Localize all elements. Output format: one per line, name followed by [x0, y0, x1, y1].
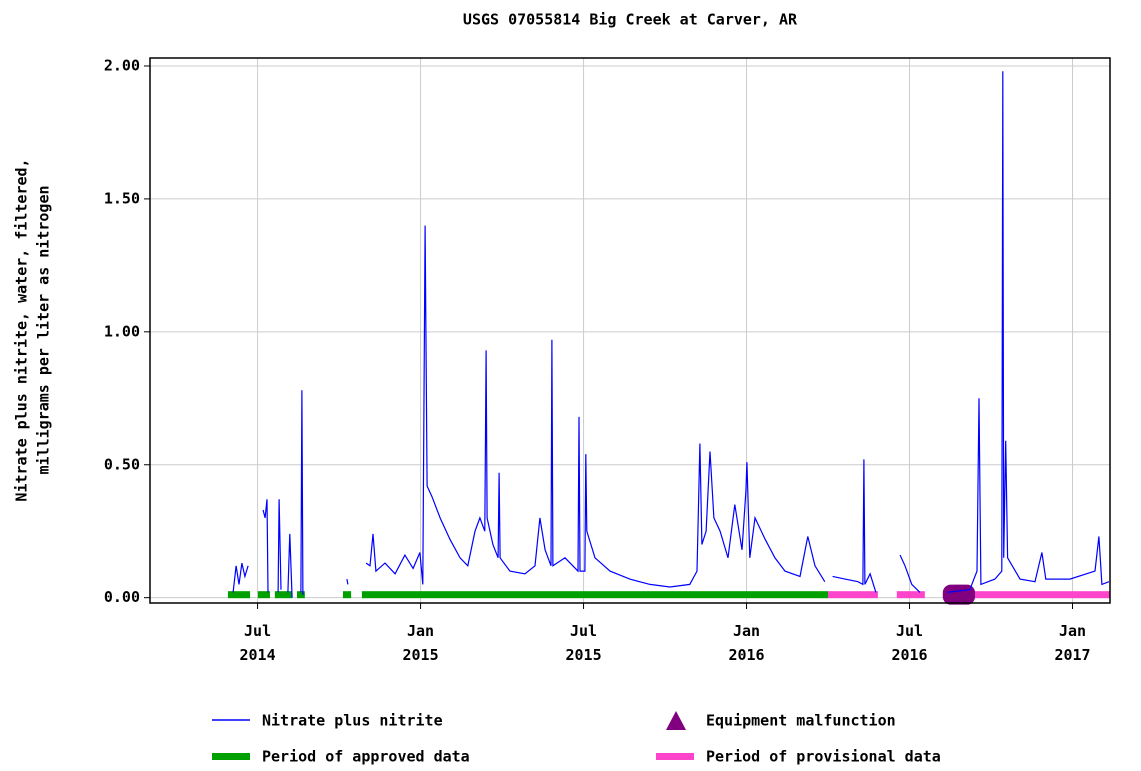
legend-triangle — [666, 711, 686, 730]
period-bar — [828, 591, 878, 599]
plot-area — [150, 58, 1110, 603]
y-axis-label: milligrams per liter as nitrogen — [35, 186, 53, 475]
legend-swatch — [656, 753, 694, 760]
legend-label: Period of approved data — [262, 748, 470, 766]
period-bar — [227, 591, 251, 599]
legend-label: Nitrate plus nitrite — [262, 712, 443, 730]
x-tick-label: Jan 2017 — [1054, 622, 1091, 664]
period-bar — [257, 591, 270, 599]
x-tick-label: Jan 2016 — [728, 622, 765, 664]
y-tick-label: 0.00 — [104, 588, 140, 606]
x-tick-label: Jul 2014 — [239, 622, 276, 664]
period-bar — [297, 591, 305, 599]
y-tick-label: 2.00 — [104, 56, 140, 74]
period-bar — [896, 591, 925, 599]
legend-swatch — [212, 753, 250, 760]
period-bar — [361, 591, 829, 599]
x-tick-label: Jul 2015 — [565, 622, 602, 664]
plot-frame — [149, 57, 1111, 604]
y-axis-label: Nitrate plus nitrite, water, filtered, — [13, 158, 31, 501]
data-line — [232, 71, 1110, 598]
x-tick-label: Jan 2015 — [402, 622, 439, 664]
legend-label: Equipment malfunction — [706, 712, 896, 730]
chart-title: USGS 07055814 Big Creek at Carver, AR — [463, 11, 798, 29]
y-tick-label: 0.50 — [104, 455, 140, 473]
legend-label: Period of provisional data — [706, 748, 941, 766]
y-tick-label: 1.50 — [104, 189, 140, 207]
period-bar — [947, 591, 1110, 599]
x-tick-label: Jul 2016 — [891, 622, 928, 664]
period-bar — [274, 591, 293, 599]
y-tick-label: 1.00 — [104, 322, 140, 340]
period-bar — [342, 591, 352, 599]
